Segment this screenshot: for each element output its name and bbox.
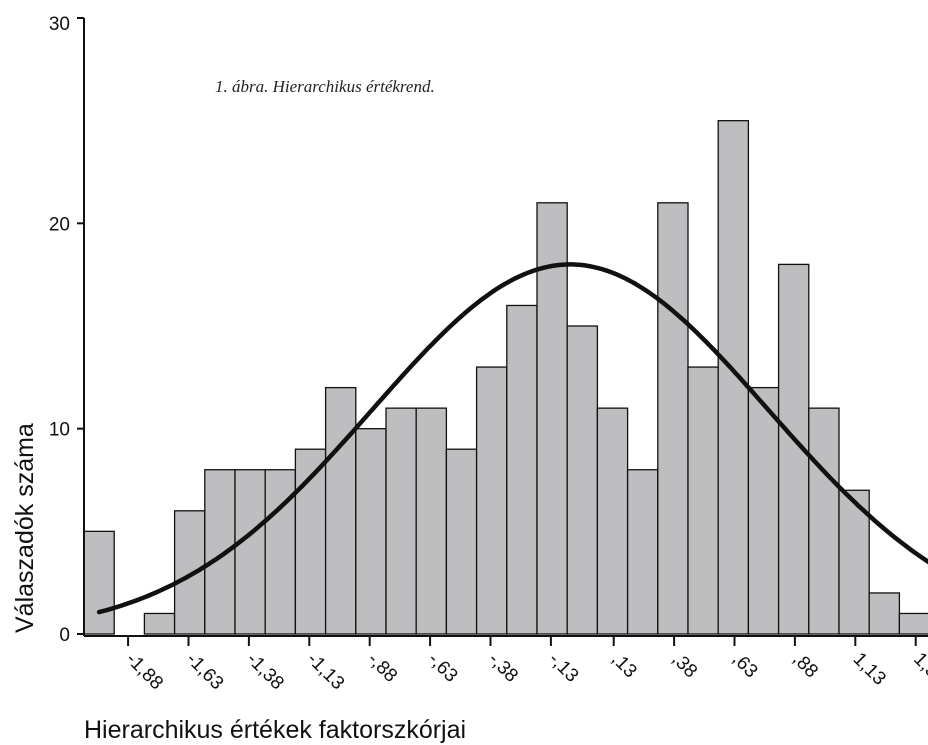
- x-tick-label: -,88: [363, 649, 401, 687]
- y-tick-label: 0: [59, 625, 70, 646]
- x-tick-label: ,63: [728, 649, 762, 683]
- y-tick-label: 30: [49, 14, 70, 35]
- x-axis-title: Hierarchikus értékek faktorszkórjai: [84, 716, 466, 744]
- x-ticks-group: -1,88 -1,63 -1,38 -1,13 -,88 -,63 -,38 -,13 ,13,…: [122, 636, 928, 694]
- y-ticks-group: 0 10 20 30: [49, 14, 84, 646]
- x-tick-label: ,38: [668, 649, 702, 683]
- x-tick-label: 1,13: [849, 649, 890, 690]
- x-tick-label: -,38: [484, 649, 522, 687]
- x-tick-label: -,13: [544, 649, 582, 687]
- histogram-bar: [385, 407, 417, 635]
- histogram-bar: [838, 489, 870, 635]
- histogram-bar: [566, 325, 599, 635]
- histogram-bar: [83, 530, 115, 635]
- y-tick-label: 10: [49, 420, 70, 441]
- histogram-bar: [324, 386, 357, 635]
- x-tick-label: -1,38: [242, 649, 287, 694]
- x-tick-label: -,63: [424, 649, 462, 687]
- x-tick-label: ,88: [788, 649, 822, 683]
- bars-group: [83, 120, 928, 635]
- histogram-bar: [626, 469, 659, 635]
- histogram-bar: [687, 366, 719, 635]
- normal-curve: [96, 262, 928, 615]
- y-tick-label: 20: [49, 214, 70, 235]
- histogram-bar: [204, 469, 236, 635]
- x-tick-label: ,13: [607, 649, 641, 683]
- histogram-bar: [173, 510, 206, 635]
- histogram-bar: [143, 612, 176, 635]
- histogram-bar: [234, 469, 266, 635]
- x-tick-label: -1,88: [122, 649, 167, 694]
- histogram-bar: [596, 407, 629, 635]
- histogram-bar: [898, 612, 928, 635]
- histogram-bar: [506, 304, 538, 635]
- x-tick-label: 1,38: [909, 649, 928, 690]
- histogram-bar: [808, 407, 840, 635]
- histogram-bar: [475, 366, 508, 635]
- histogram-bar: [445, 448, 478, 635]
- x-tick-label: -1,13: [303, 649, 348, 694]
- histogram-bar: [657, 202, 689, 635]
- histogram-bar: [747, 386, 780, 635]
- histogram-bar: [868, 592, 901, 635]
- y-axis-title: Válaszadók száma: [11, 423, 39, 633]
- histogram-bar: [415, 407, 448, 635]
- x-tick-label: -1,63: [182, 649, 227, 694]
- histogram-bar: [355, 428, 387, 635]
- chart-subtitle: 1. ábra. Hierarchikus értékrend.: [215, 77, 435, 96]
- histogram-bar: [536, 202, 568, 635]
- histogram-bar: [717, 120, 750, 635]
